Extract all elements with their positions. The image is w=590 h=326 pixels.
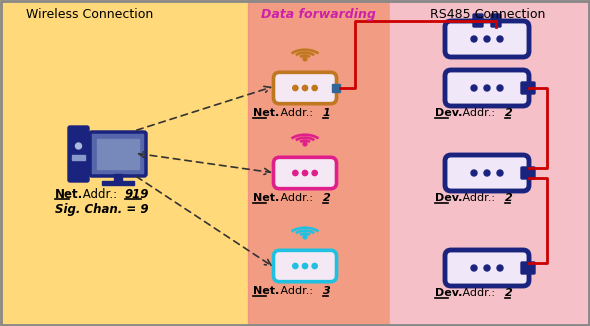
Text: Dev.: Dev. <box>435 193 463 203</box>
Text: Addr.:: Addr.: <box>459 108 495 118</box>
Circle shape <box>497 170 503 176</box>
Circle shape <box>484 36 490 42</box>
Circle shape <box>303 57 307 61</box>
Text: Net.: Net. <box>253 193 279 203</box>
Circle shape <box>293 85 298 91</box>
FancyBboxPatch shape <box>90 132 146 176</box>
Circle shape <box>312 170 317 176</box>
Circle shape <box>293 170 298 176</box>
Text: 1: 1 <box>323 108 331 118</box>
FancyBboxPatch shape <box>491 14 501 27</box>
Circle shape <box>293 263 298 269</box>
Text: 2: 2 <box>505 108 513 118</box>
Text: RS485 Connection: RS485 Connection <box>430 8 546 21</box>
Bar <box>72 155 85 160</box>
FancyBboxPatch shape <box>521 82 535 94</box>
Circle shape <box>471 36 477 42</box>
FancyBboxPatch shape <box>445 21 529 57</box>
Text: Net.: Net. <box>55 187 83 200</box>
FancyBboxPatch shape <box>521 167 535 179</box>
Text: Addr.:: Addr.: <box>459 288 495 298</box>
Bar <box>332 84 340 92</box>
Text: 2: 2 <box>323 193 331 203</box>
Circle shape <box>471 170 477 176</box>
Circle shape <box>471 85 477 91</box>
Text: Addr.:: Addr.: <box>277 193 313 203</box>
Bar <box>248 0 403 326</box>
FancyBboxPatch shape <box>445 250 529 286</box>
Circle shape <box>497 36 503 42</box>
Text: Addr.:: Addr.: <box>277 286 313 296</box>
Text: Dev.: Dev. <box>435 108 463 118</box>
Bar <box>97 139 139 169</box>
FancyBboxPatch shape <box>445 155 529 191</box>
FancyBboxPatch shape <box>68 126 89 182</box>
Circle shape <box>497 265 503 271</box>
Bar <box>102 181 134 185</box>
Circle shape <box>484 170 490 176</box>
Circle shape <box>312 85 317 91</box>
Text: Wireless Connection: Wireless Connection <box>27 8 153 21</box>
Circle shape <box>303 142 307 146</box>
Circle shape <box>471 265 477 271</box>
Circle shape <box>302 170 307 176</box>
Text: 919: 919 <box>125 187 149 200</box>
Text: Addr.:: Addr.: <box>459 193 495 203</box>
FancyBboxPatch shape <box>521 262 535 274</box>
FancyBboxPatch shape <box>473 14 483 27</box>
Text: Net.: Net. <box>253 286 279 296</box>
Circle shape <box>484 85 490 91</box>
Circle shape <box>76 143 81 149</box>
FancyBboxPatch shape <box>274 250 336 282</box>
Circle shape <box>312 263 317 269</box>
Bar <box>390 0 590 326</box>
Circle shape <box>484 265 490 271</box>
Text: Addr.:: Addr.: <box>79 187 117 200</box>
FancyBboxPatch shape <box>274 72 336 104</box>
Text: Sig. Chan. = 9: Sig. Chan. = 9 <box>55 203 149 216</box>
Circle shape <box>497 85 503 91</box>
Text: Dev.: Dev. <box>435 288 463 298</box>
Text: Addr.:: Addr.: <box>277 108 313 118</box>
FancyBboxPatch shape <box>274 157 336 189</box>
Text: Net.: Net. <box>253 108 279 118</box>
Bar <box>114 174 122 183</box>
Circle shape <box>303 235 307 239</box>
Text: 3: 3 <box>323 286 331 296</box>
Circle shape <box>302 263 307 269</box>
Text: Data forwarding: Data forwarding <box>261 8 375 21</box>
Text: 2: 2 <box>505 193 513 203</box>
FancyBboxPatch shape <box>445 70 529 106</box>
Circle shape <box>302 85 307 91</box>
Text: 2: 2 <box>505 288 513 298</box>
